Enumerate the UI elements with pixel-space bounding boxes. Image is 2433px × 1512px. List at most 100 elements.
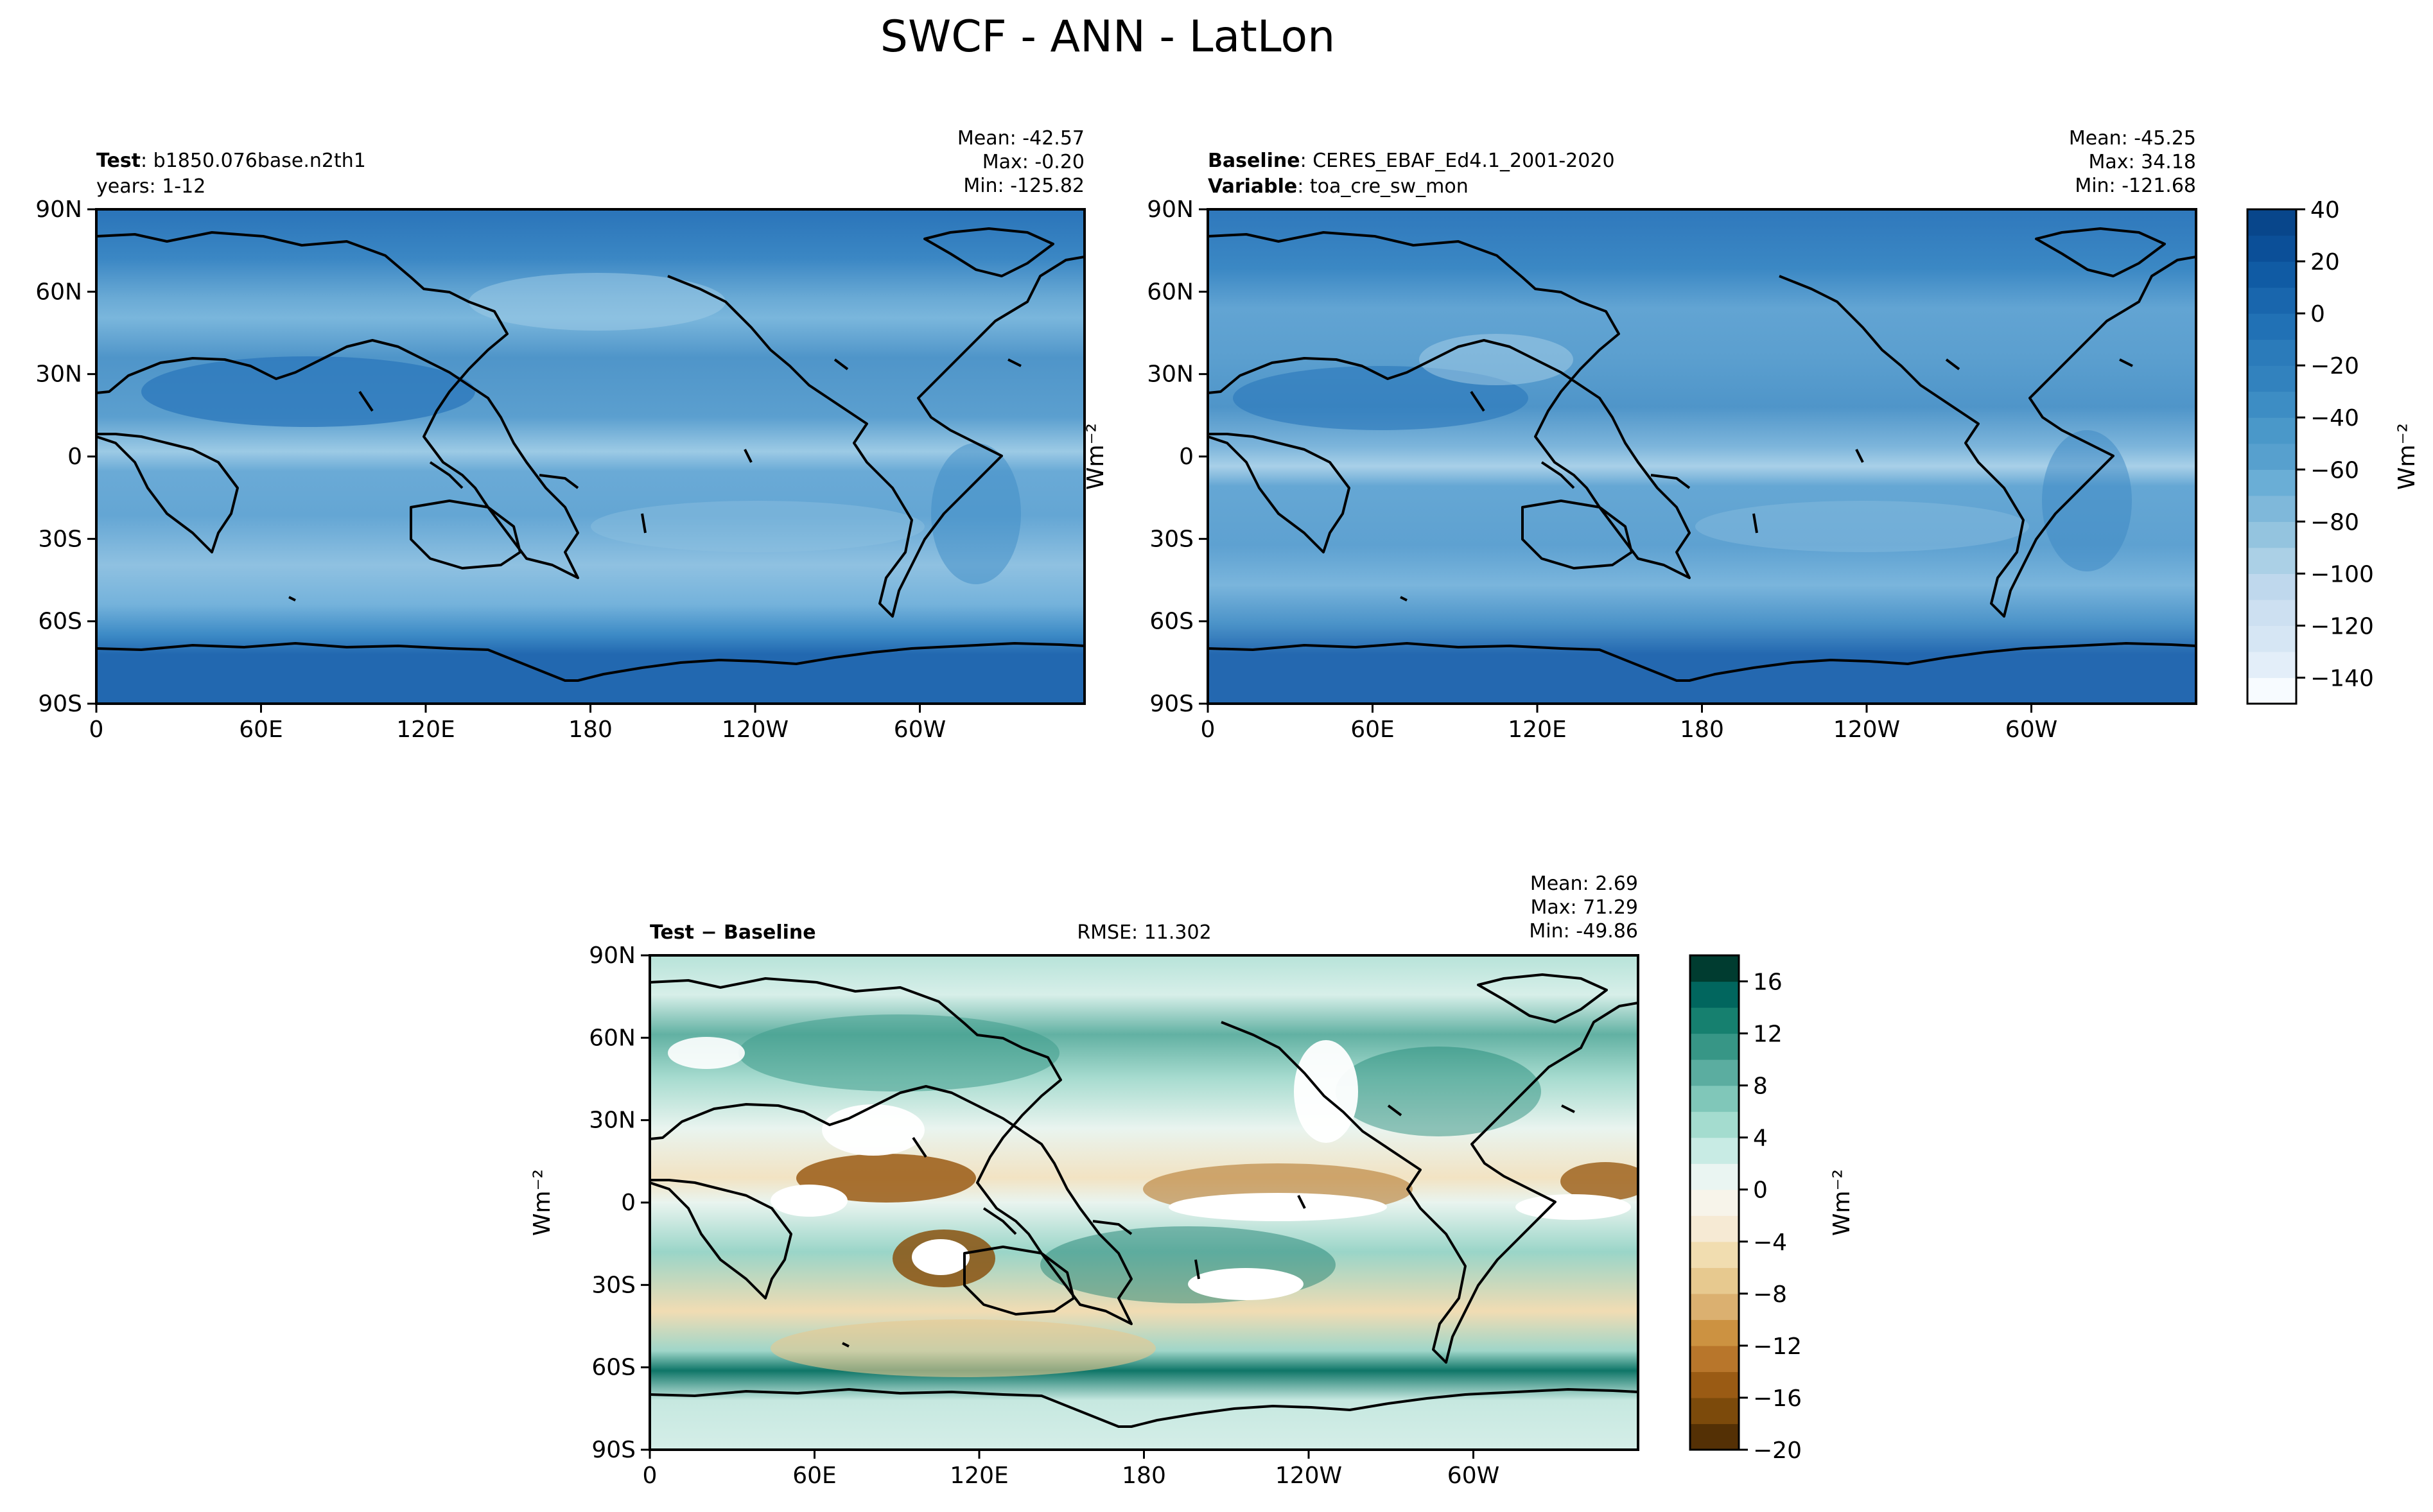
test-y-tick-label: 0 [67, 444, 82, 470]
colorbar-test-baseline-segment [2247, 209, 2296, 236]
colorbar-difference-segment [1690, 1267, 1739, 1294]
baseline-y-axis: 90N 60N 30N 0 30S 60S 90S [1147, 196, 1208, 717]
difference-panel: Test − Baseline RMSE: 11.302 Mean: 2.69 … [529, 873, 1639, 1489]
test-y-tick-label: 90S [38, 691, 82, 717]
colorbar-test-baseline-segment [2247, 313, 2296, 340]
test-panel: Test: b1850.076base.n2th1 years: 1-12 Me… [35, 127, 1086, 743]
baseline-x-tick-label: 60W [2005, 717, 2057, 743]
colorbar-test-baseline-segment [2247, 365, 2296, 392]
colorbar-test-baseline-segment [2247, 677, 2296, 704]
colorbar-test-baseline-segment [2247, 235, 2296, 262]
test-x-tick-label: 0 [89, 717, 104, 743]
baseline-coastlines [1208, 227, 2196, 682]
colorbar-difference-segment [1690, 1085, 1739, 1112]
colorbar-test-baseline-tick-label: −120 [2310, 613, 2374, 639]
test-header-line2: years: 1-12 [96, 175, 205, 198]
colorbar-difference-segment [1690, 1371, 1739, 1398]
colorbar-test-baseline: 40 20 0 −20 −40 −60 −80 −100 −120 −140 [2246, 197, 2374, 705]
difference-rmse: RMSE: 11.302 [1077, 921, 1211, 944]
colorbar-difference-tick-label: 12 [1753, 1021, 1783, 1048]
test-x-axis: 0 60E 120E 180 120W 60W [89, 704, 946, 743]
colorbar-difference-segment [1690, 1163, 1739, 1190]
difference-x-axis: 0 60E 120E 180 120W 60W [643, 1450, 1499, 1489]
test-coastlines [96, 227, 1085, 682]
colorbar-difference-segment [1690, 1189, 1739, 1216]
colorbar-difference-segment [1690, 1033, 1739, 1060]
colorbar-difference-tick-label: −8 [1753, 1282, 1787, 1308]
baseline-stat-min: Min: -121.68 [2075, 175, 2196, 197]
baseline-y-tick-label: 90N [1147, 196, 1194, 223]
baseline-x-tick-label: 120E [1508, 717, 1566, 743]
colorbar-difference-segment [1690, 1059, 1739, 1086]
test-x-tick-label: 60W [894, 717, 946, 743]
baseline-header-label: Baseline [1208, 150, 1300, 172]
baseline-header-line2: Variable: toa_cre_sw_mon [1208, 175, 1469, 198]
difference-y-tick-label: 90N [589, 943, 636, 969]
colorbar-difference-label: Wm⁻² [1829, 1169, 1855, 1236]
colorbar-test-baseline-tick-label: −140 [2310, 665, 2374, 691]
baseline-y-tick-label: 30N [1147, 361, 1194, 388]
colorbar-difference-tick-label: 0 [1753, 1177, 1768, 1204]
colorbar-difference-segment [1690, 1215, 1739, 1242]
baseline-variable-label: Variable [1208, 175, 1297, 198]
colorbar-test-baseline-segment [2247, 573, 2296, 600]
colorbar-test-baseline-segment [2247, 599, 2296, 627]
colorbar-difference: 16 12 8 4 0 −4 −8 −12 −16 −20 [1689, 954, 1802, 1464]
test-y-tick-label: 60N [35, 279, 82, 305]
colorbar-test-baseline-segment [2247, 443, 2296, 470]
test-header-label: Test [96, 150, 141, 172]
colorbar-difference-tick-label: −4 [1753, 1230, 1787, 1256]
colorbar-difference-segment [1690, 1111, 1739, 1138]
test-stat-mean: Mean: -42.57 [957, 127, 1085, 150]
test-map-field [96, 209, 1085, 704]
test-y-tick-label: 30N [35, 361, 82, 388]
test-header-line1: Test: b1850.076base.n2th1 [96, 150, 366, 172]
colorbar-difference-segment [1690, 1137, 1739, 1164]
colorbar-test-baseline-tick-label: −60 [2310, 457, 2359, 483]
test-coastline-islands [288, 358, 1022, 602]
colorbar-difference-tick-label: −16 [1753, 1386, 1802, 1412]
baseline-x-axis: 0 60E 120E 180 120W 60W [1201, 704, 2057, 743]
baseline-x-tick-label: 0 [1201, 717, 1216, 743]
colorbar-test-baseline-tick-label: −80 [2310, 509, 2359, 535]
colorbar-difference-tick-label: −20 [1753, 1438, 1802, 1464]
test-stat-max: Max: -0.20 [982, 151, 1085, 173]
colorbar-test-baseline-tick-label: 20 [2310, 249, 2340, 275]
difference-x-tick-label: 120W [1275, 1463, 1342, 1489]
colorbar-test-baseline-tick-label: 40 [2310, 197, 2340, 223]
baseline-y-tick-label: 0 [1179, 444, 1194, 470]
difference-y-tick-label: 0 [621, 1190, 636, 1216]
difference-y-tick-label: 30N [589, 1108, 636, 1134]
difference-coastline-islands [842, 1104, 1575, 1348]
test-y-tick-label: 30S [38, 526, 82, 552]
colorbar-test-baseline-segment [2247, 521, 2296, 548]
colorbar-difference-segment [1690, 1423, 1739, 1450]
baseline-x-tick-label: 60E [1350, 717, 1395, 743]
difference-stat-max: Max: 71.29 [1530, 896, 1638, 919]
colorbar-difference-segment [1690, 955, 1739, 982]
difference-stat-min: Min: -49.86 [1529, 920, 1638, 943]
baseline-header-line1: Baseline: CERES_EBAF_Ed4.1_2001-2020 [1208, 150, 1615, 172]
colorbar-difference-tick-label: 16 [1753, 969, 1783, 996]
colorbar-test-baseline-segment [2247, 625, 2296, 652]
colorbar-difference-segment [1690, 1293, 1739, 1320]
test-x-tick-label: 120W [722, 717, 789, 743]
baseline-variable-value: : toa_cre_sw_mon [1297, 175, 1469, 198]
difference-y-label: Wm⁻² [529, 1169, 555, 1236]
colorbar-test-baseline-segment [2247, 495, 2296, 522]
colorbar-test-baseline-segment [2247, 287, 2296, 314]
colorbar-test-baseline-segment [2247, 417, 2296, 444]
baseline-coastline-islands [1400, 358, 2133, 602]
colorbar-difference-tick-label: 8 [1753, 1073, 1768, 1100]
difference-stat-mean: Mean: 2.69 [1530, 873, 1638, 895]
colorbar-test-baseline-segment [2247, 469, 2296, 496]
colorbar-difference-segment [1690, 1319, 1739, 1346]
colorbar-test-baseline-frame [2246, 208, 2298, 705]
difference-y-tick-label: 60N [589, 1025, 636, 1051]
baseline-stat-max: Max: 34.18 [2088, 151, 2196, 173]
difference-y-axis: 90N 60N 30N 0 30S 60S 90S [589, 943, 650, 1463]
colorbar-test-baseline-tick-label: −100 [2310, 561, 2374, 587]
difference-x-tick-label: 60E [792, 1463, 837, 1489]
figure-title: SWCF - ANN - LatLon [880, 12, 1335, 62]
difference-header-label: Test − Baseline [650, 921, 816, 944]
